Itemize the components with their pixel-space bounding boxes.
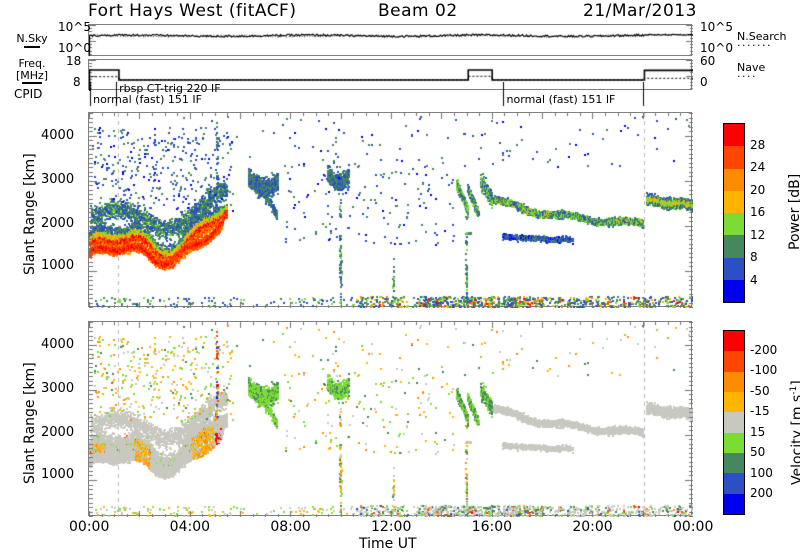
velocity-colorbar	[723, 330, 745, 515]
colorbar-tick-label: 4	[750, 272, 758, 287]
velocity-ytick-3000: 3000	[41, 381, 75, 396]
xaxis-tick-1600: 16:00	[471, 519, 513, 535]
colorbar-segment	[724, 351, 744, 372]
power-colorbar-label: Power [dB]	[787, 173, 800, 250]
cpid-label: CPID	[14, 87, 43, 101]
xaxis-tick-0400: 04:00	[169, 519, 211, 535]
noise-right-tick-top: 10^5	[700, 20, 733, 34]
colorbar-tick-label: 200	[750, 486, 773, 501]
radar-title: Fort Hays West (fitACF)	[88, 1, 297, 21]
cpid-entry-label: rbsp CT-trig 220 IF	[119, 82, 221, 95]
colorbar-tick-label: 20	[750, 182, 766, 197]
freq-left-label-group: Freq. [MHz]	[4, 57, 60, 85]
colorbar-tick-label: 28	[750, 137, 766, 152]
freq-left-tick-top: 18	[66, 54, 82, 68]
velocity-colorbar-label: Velocity [m s-1]	[789, 380, 800, 485]
velocity-colorbar-label-end: ]	[790, 380, 800, 385]
noise-left-label-group: N.Sky	[6, 33, 58, 48]
power-colorbar	[723, 123, 745, 303]
colorbar-tick-label: 15	[750, 424, 766, 439]
velocity-ytick-4000: 4000	[41, 337, 75, 352]
colorbar-tick-label: 50	[750, 445, 766, 460]
nsearch-label: N.Search	[737, 30, 787, 43]
colorbar-segment	[724, 190, 744, 213]
colorbar-tick-label: 12	[750, 227, 766, 242]
colorbar-segment	[724, 124, 744, 147]
colorbar-tick-label: -100	[750, 363, 778, 378]
xaxis-label: Time UT	[359, 536, 417, 552]
colorbar-tick-label: 16	[750, 205, 766, 219]
colorbar-tick-label: 8	[750, 250, 758, 264]
xaxis-tick-0000: 00:00	[69, 519, 110, 535]
nsky-underline	[24, 45, 40, 48]
colorbar-segment	[724, 452, 744, 474]
cpid-entry-label: normal (fast) 151 IF	[506, 93, 616, 106]
colorbar-segment	[724, 235, 744, 258]
nsky-label: N.Sky	[16, 32, 48, 45]
velocity-ytick-2000: 2000	[41, 425, 75, 440]
power-ytick-4000: 4000	[41, 128, 75, 143]
power-ytick-2000: 2000	[41, 216, 75, 231]
colorbar-segment	[724, 371, 744, 392]
freq-label-line2: [MHz]	[15, 68, 49, 82]
nsearch-dot-legend: ·······	[737, 38, 772, 52]
colorbar-tick-label: -15	[750, 404, 770, 419]
nave-dot-legend: ····	[737, 69, 757, 83]
xaxis-tick-1200: 12:00	[371, 519, 412, 535]
colorbar-tick-label: 24	[750, 160, 766, 174]
colorbar-segment	[724, 331, 744, 352]
freq-left-tick-bottom: 8	[73, 75, 81, 89]
nave-right-tick-bottom: 0	[700, 75, 708, 89]
freq-underline	[22, 82, 42, 85]
nsearch-label-group: N.Search ·······	[737, 30, 787, 52]
noise-trace-canvas	[89, 25, 693, 57]
cpid-panel: normal (fast) 151 IF rbsp CT-trig 220 IF n…	[88, 82, 692, 108]
power-ylabel: Slant Range [km]	[22, 153, 38, 275]
power-rti-canvas	[89, 113, 693, 308]
cpid-boundaries-canvas	[88, 82, 692, 108]
colorbar-segment	[724, 432, 744, 453]
noise-left-tick-bottom: 10^0	[58, 41, 91, 55]
noise-left-tick-top: 10^5	[58, 20, 91, 34]
colorbar-segment	[724, 493, 744, 514]
colorbar-segment	[724, 213, 744, 236]
velocity-ytick-1000: 1000	[41, 467, 75, 482]
beam-title: Beam 02	[378, 1, 458, 21]
nave-label: Nave	[737, 61, 766, 74]
colorbar-tick-label: -200	[750, 342, 778, 357]
velocity-panel	[88, 321, 693, 517]
date-title: 21/Mar/2013	[583, 1, 697, 21]
xaxis-tick-0800: 08:00	[270, 519, 311, 535]
velocity-colorbar-label-exponent: -1	[789, 385, 799, 395]
power-ytick-3000: 3000	[41, 172, 75, 187]
nave-right-tick-top: 60	[700, 54, 716, 68]
colorbar-tick-label: 100	[750, 465, 773, 480]
colorbar-segment	[724, 391, 744, 413]
colorbar-segment	[724, 279, 744, 302]
velocity-rti-canvas	[89, 322, 693, 517]
freq-label-line1: Freq.	[18, 57, 46, 70]
power-ytick-1000: 1000	[41, 258, 75, 273]
colorbar-segment	[724, 257, 744, 280]
power-panel	[88, 112, 693, 308]
velocity-colorbar-label-main: Velocity [m s	[789, 395, 800, 485]
xaxis-tick-0000: 00:00	[673, 519, 714, 535]
noise-right-tick-bottom: 10^0	[700, 41, 733, 55]
noise-panel	[88, 24, 693, 57]
colorbar-segment	[724, 168, 744, 191]
colorbar-segment	[724, 473, 744, 494]
velocity-ylabel: Slant Range [km]	[22, 362, 38, 484]
colorbar-segment	[724, 412, 744, 433]
nave-label-group: Nave ····	[737, 61, 766, 83]
colorbar-tick-label: -50	[750, 383, 770, 398]
xaxis-tick-2000: 20:00	[572, 519, 613, 535]
cpid-entry-label: normal (fast) 151 IF	[93, 93, 202, 106]
colorbar-segment	[724, 146, 744, 169]
